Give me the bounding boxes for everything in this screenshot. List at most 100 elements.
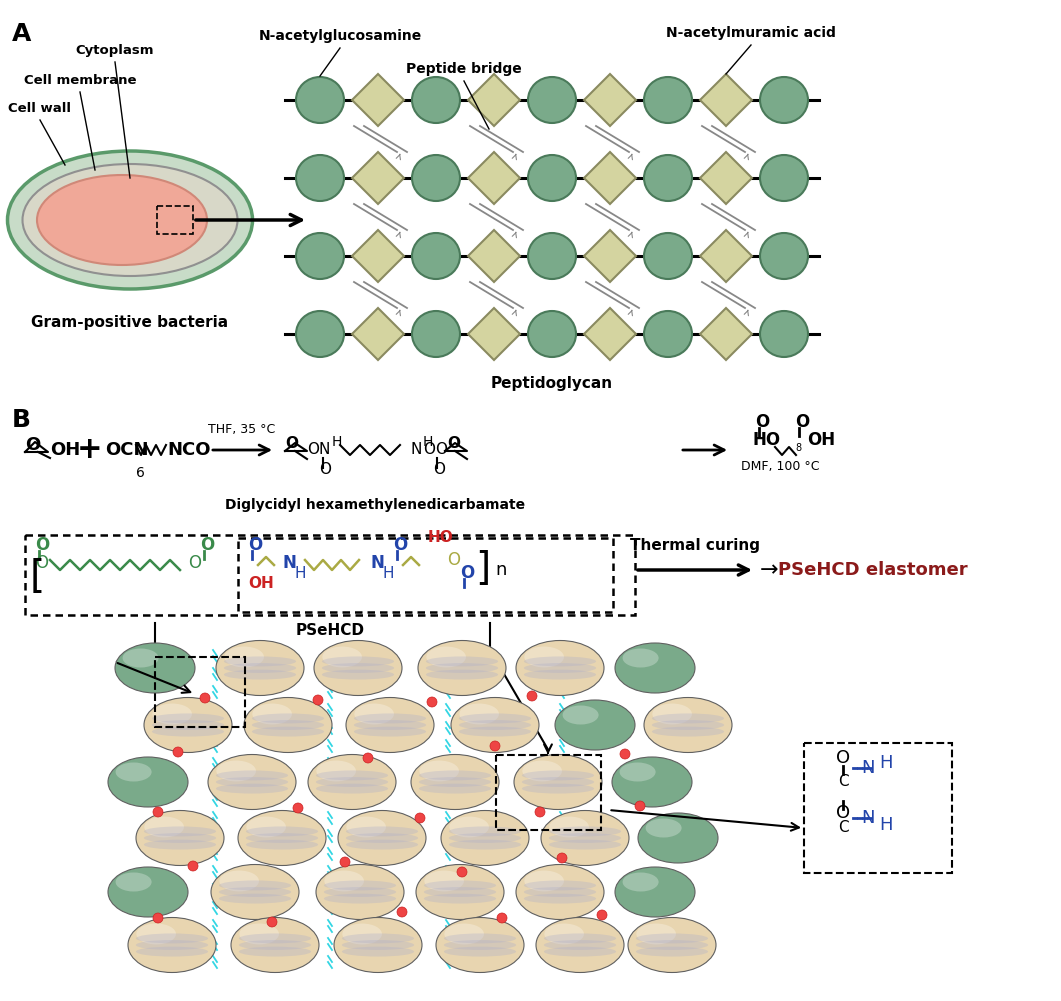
Text: N: N — [370, 554, 384, 572]
Polygon shape — [700, 230, 752, 282]
Ellipse shape — [524, 871, 564, 892]
Text: $_8$: $_8$ — [795, 440, 802, 454]
Ellipse shape — [342, 934, 414, 943]
Ellipse shape — [152, 714, 224, 724]
Ellipse shape — [346, 698, 434, 753]
Text: N: N — [319, 442, 330, 457]
Polygon shape — [700, 308, 752, 360]
Ellipse shape — [549, 840, 621, 850]
Ellipse shape — [240, 924, 279, 945]
Ellipse shape — [425, 657, 498, 667]
Text: H: H — [423, 435, 433, 449]
Ellipse shape — [137, 924, 176, 945]
Ellipse shape — [316, 761, 355, 782]
Ellipse shape — [636, 947, 708, 957]
Ellipse shape — [760, 233, 808, 279]
Ellipse shape — [620, 763, 656, 782]
Ellipse shape — [216, 641, 305, 696]
Ellipse shape — [597, 910, 607, 920]
Ellipse shape — [334, 918, 422, 973]
Ellipse shape — [651, 727, 724, 737]
Ellipse shape — [524, 881, 596, 890]
Ellipse shape — [522, 777, 594, 787]
Ellipse shape — [153, 807, 163, 817]
Polygon shape — [700, 74, 752, 126]
Text: PSeHCD: PSeHCD — [296, 623, 365, 638]
Ellipse shape — [324, 887, 396, 897]
Ellipse shape — [628, 918, 716, 973]
Ellipse shape — [208, 755, 296, 810]
Ellipse shape — [549, 833, 621, 843]
Ellipse shape — [314, 641, 402, 696]
Ellipse shape — [620, 749, 630, 759]
Polygon shape — [352, 230, 404, 282]
Text: OCN: OCN — [105, 441, 149, 459]
Ellipse shape — [37, 175, 207, 265]
Text: H: H — [332, 435, 343, 449]
Text: Cytoplasm: Cytoplasm — [75, 44, 154, 57]
Ellipse shape — [528, 77, 576, 123]
Ellipse shape — [116, 763, 152, 782]
Ellipse shape — [267, 917, 277, 927]
Ellipse shape — [528, 233, 576, 279]
Ellipse shape — [415, 813, 425, 823]
Ellipse shape — [760, 155, 808, 201]
Text: O: O — [307, 442, 319, 457]
Ellipse shape — [115, 643, 195, 693]
Ellipse shape — [338, 811, 427, 866]
Ellipse shape — [418, 641, 506, 696]
Ellipse shape — [354, 727, 427, 737]
Text: O: O — [460, 564, 474, 582]
Ellipse shape — [313, 695, 323, 705]
Ellipse shape — [514, 755, 602, 810]
Ellipse shape — [557, 853, 567, 863]
Ellipse shape — [459, 720, 532, 730]
Polygon shape — [468, 74, 520, 126]
Text: O: O — [435, 442, 447, 457]
Ellipse shape — [325, 871, 364, 892]
Ellipse shape — [443, 934, 516, 943]
Ellipse shape — [216, 771, 289, 781]
Ellipse shape — [424, 894, 497, 904]
Ellipse shape — [316, 771, 388, 781]
Ellipse shape — [497, 913, 507, 923]
Text: O: O — [201, 536, 214, 554]
Ellipse shape — [644, 233, 692, 279]
Ellipse shape — [308, 755, 396, 810]
Text: →: → — [760, 560, 779, 580]
Ellipse shape — [425, 670, 498, 680]
Text: O: O — [393, 536, 407, 554]
Ellipse shape — [638, 813, 718, 863]
Polygon shape — [468, 230, 520, 282]
Text: B: B — [12, 408, 31, 432]
Ellipse shape — [251, 727, 324, 737]
Ellipse shape — [524, 670, 596, 680]
Ellipse shape — [144, 698, 232, 753]
Ellipse shape — [424, 881, 497, 890]
Ellipse shape — [316, 865, 404, 920]
Ellipse shape — [253, 704, 292, 725]
Text: [: [ — [30, 558, 46, 596]
Ellipse shape — [173, 747, 182, 757]
Text: HO: HO — [428, 530, 454, 545]
Ellipse shape — [424, 887, 497, 897]
Ellipse shape — [516, 865, 604, 920]
Text: Thermal curing: Thermal curing — [630, 538, 760, 553]
Polygon shape — [468, 308, 520, 360]
Ellipse shape — [522, 771, 594, 781]
Ellipse shape — [427, 647, 466, 668]
Ellipse shape — [296, 233, 344, 279]
Ellipse shape — [219, 881, 291, 890]
Ellipse shape — [397, 907, 407, 917]
Ellipse shape — [346, 840, 418, 850]
Ellipse shape — [419, 761, 459, 782]
Polygon shape — [700, 152, 752, 204]
Ellipse shape — [321, 657, 394, 667]
Ellipse shape — [321, 663, 394, 673]
Ellipse shape — [342, 940, 414, 950]
Text: PSeHCD elastomer: PSeHCD elastomer — [778, 561, 968, 579]
Ellipse shape — [239, 947, 311, 957]
Polygon shape — [352, 74, 404, 126]
Ellipse shape — [323, 647, 362, 668]
Text: 6: 6 — [136, 466, 144, 480]
